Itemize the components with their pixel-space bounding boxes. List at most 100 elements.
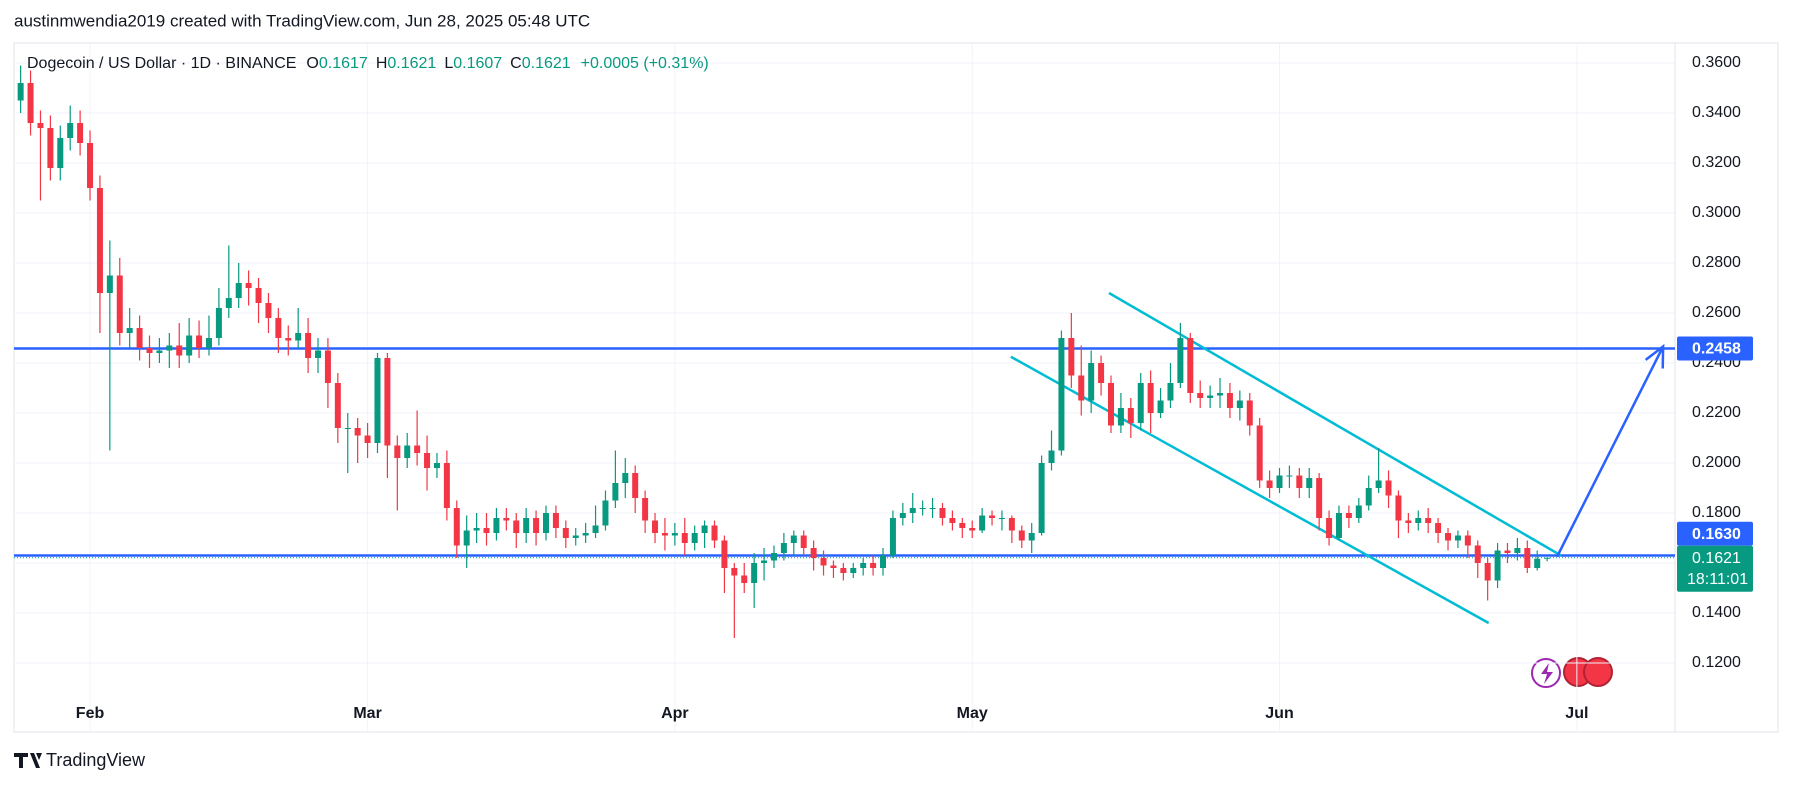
level-label: 0.1630 xyxy=(1692,526,1741,543)
candle xyxy=(156,338,163,363)
candle-body xyxy=(533,518,540,533)
candle-body xyxy=(1098,363,1105,383)
candle-body xyxy=(404,445,411,458)
candle-body xyxy=(870,563,877,568)
candle-body xyxy=(67,123,74,138)
candle xyxy=(1355,498,1362,523)
candle-body xyxy=(364,435,371,443)
candle xyxy=(17,65,24,113)
candle xyxy=(1018,525,1025,548)
candle xyxy=(939,503,946,526)
candle xyxy=(860,558,867,576)
candle-body xyxy=(513,520,520,533)
candle-body xyxy=(542,513,549,533)
candle xyxy=(889,510,896,558)
candle xyxy=(949,510,956,531)
candle xyxy=(1167,363,1174,408)
candle xyxy=(1395,490,1402,538)
candle-body xyxy=(850,568,857,573)
candle xyxy=(800,530,807,556)
candle xyxy=(731,563,738,638)
candle-body xyxy=(344,428,351,429)
candle xyxy=(810,540,817,571)
candle-body xyxy=(235,283,242,298)
candle-body xyxy=(761,560,768,563)
candle-body xyxy=(592,525,599,533)
candle xyxy=(850,563,857,578)
legend-value: 0.1617 xyxy=(319,55,368,72)
candle xyxy=(523,508,530,543)
candle xyxy=(1098,355,1105,396)
footer: TradingView xyxy=(46,750,146,770)
candle xyxy=(721,535,728,593)
candle-body xyxy=(1405,520,1412,523)
candle xyxy=(989,510,996,526)
candle xyxy=(899,503,906,526)
candle xyxy=(136,315,143,361)
candle xyxy=(562,520,569,548)
countdown-label: 18:11:01 xyxy=(1687,571,1748,588)
x-tick-label: Mar xyxy=(353,705,381,722)
candle xyxy=(443,450,450,521)
candle xyxy=(1425,508,1432,533)
y-tick-label: 0.2000 xyxy=(1692,454,1741,471)
candle-body xyxy=(959,523,966,528)
candle xyxy=(959,518,966,538)
candle-body xyxy=(1008,518,1015,531)
candle xyxy=(503,508,510,531)
candle-body xyxy=(860,563,867,568)
legend-letter: L xyxy=(444,55,453,72)
candle xyxy=(1365,475,1372,511)
candle-body xyxy=(394,445,401,458)
candle xyxy=(632,465,639,513)
candle-body xyxy=(324,350,331,383)
candle-body xyxy=(225,298,232,308)
candle xyxy=(315,338,322,373)
candle xyxy=(1068,313,1075,388)
legend-value: 0.1607 xyxy=(453,55,502,72)
candle-body xyxy=(166,345,173,351)
candle-body xyxy=(265,303,272,318)
candle xyxy=(969,520,976,538)
candle-body xyxy=(1028,533,1035,541)
candle xyxy=(1058,330,1065,456)
candle xyxy=(1117,393,1124,433)
candle-body xyxy=(1058,338,1065,451)
candle xyxy=(1008,515,1015,543)
candle xyxy=(463,515,470,568)
candle xyxy=(741,563,748,593)
candle-body xyxy=(622,473,629,483)
flag-icons xyxy=(1531,657,1613,688)
candle-body xyxy=(1276,475,1283,488)
y-tick-label: 0.1200 xyxy=(1692,654,1741,671)
candle xyxy=(344,413,351,473)
candle-body xyxy=(1435,523,1442,533)
candle-body xyxy=(1296,475,1303,488)
candle-body xyxy=(37,123,44,128)
candle-body xyxy=(1494,550,1501,581)
candle xyxy=(582,523,589,543)
candle-body xyxy=(1425,518,1432,523)
candle xyxy=(1524,540,1531,573)
candle-body xyxy=(632,473,639,498)
candle xyxy=(225,245,232,318)
candle-body xyxy=(146,348,153,353)
candle-body xyxy=(196,335,203,348)
candle xyxy=(1405,513,1412,533)
candle xyxy=(305,318,312,373)
candle xyxy=(998,510,1005,531)
candle-body xyxy=(741,575,748,583)
candle-body xyxy=(929,508,936,509)
candle xyxy=(67,105,74,151)
candle xyxy=(37,110,44,201)
candle xyxy=(513,513,520,548)
candle xyxy=(1335,505,1342,541)
y-tick-label: 0.2800 xyxy=(1692,254,1741,271)
candle-body xyxy=(820,558,827,566)
candle-body xyxy=(969,528,976,531)
candle xyxy=(1316,473,1323,531)
candle-body xyxy=(87,143,94,188)
candle xyxy=(265,293,272,333)
candle-body xyxy=(136,328,143,348)
